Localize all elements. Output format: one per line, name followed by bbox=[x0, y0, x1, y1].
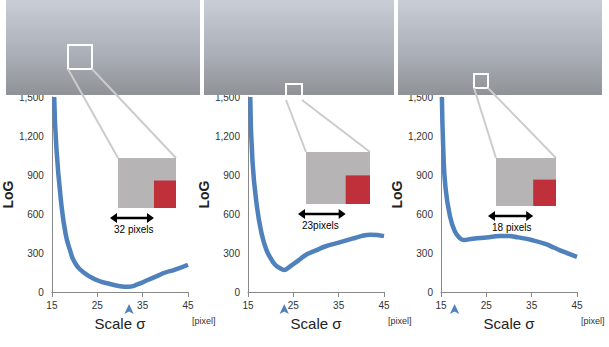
svg-text:600: 600 bbox=[27, 209, 44, 220]
svg-text:900: 900 bbox=[27, 170, 44, 181]
svg-text:0: 0 bbox=[38, 287, 44, 298]
svg-text:1,200: 1,200 bbox=[408, 131, 433, 142]
svg-text:45: 45 bbox=[571, 300, 583, 311]
svg-text:18 pixels: 18 pixels bbox=[492, 222, 531, 233]
svg-text:15: 15 bbox=[46, 300, 58, 311]
svg-text:23pixels: 23pixels bbox=[302, 220, 339, 231]
svg-text:[pixel]: [pixel] bbox=[581, 316, 605, 326]
svg-text:1,500: 1,500 bbox=[215, 91, 240, 103]
svg-text:LoG: LoG bbox=[196, 180, 212, 208]
svg-text:45: 45 bbox=[182, 300, 194, 311]
svg-text:LoG: LoG bbox=[0, 180, 16, 208]
svg-text:1,200: 1,200 bbox=[19, 131, 44, 142]
svg-text:600: 600 bbox=[416, 209, 433, 220]
svg-text:[pixel]: [pixel] bbox=[192, 316, 216, 326]
svg-text:25: 25 bbox=[481, 300, 493, 311]
svg-text:LoG: LoG bbox=[389, 180, 405, 208]
svg-text:15: 15 bbox=[242, 300, 254, 311]
svg-text:15: 15 bbox=[435, 300, 447, 311]
svg-text:0: 0 bbox=[234, 287, 240, 298]
svg-text:45: 45 bbox=[378, 300, 390, 311]
svg-text:[pixel]: [pixel] bbox=[388, 316, 412, 326]
svg-text:35: 35 bbox=[333, 300, 345, 311]
svg-text:1,500: 1,500 bbox=[18, 91, 44, 103]
svg-text:Scale σ: Scale σ bbox=[94, 315, 146, 332]
svg-text:1,500: 1,500 bbox=[408, 91, 433, 103]
svg-text:900: 900 bbox=[223, 170, 240, 181]
svg-text:32 pixels: 32 pixels bbox=[114, 224, 153, 235]
svg-text:25: 25 bbox=[288, 300, 300, 311]
svg-text:35: 35 bbox=[137, 300, 149, 311]
svg-text:900: 900 bbox=[416, 170, 433, 181]
svg-text:300: 300 bbox=[416, 248, 433, 259]
svg-text:35: 35 bbox=[526, 300, 538, 311]
svg-text:Scale σ: Scale σ bbox=[484, 315, 536, 332]
svg-text:300: 300 bbox=[223, 248, 240, 259]
svg-text:1,200: 1,200 bbox=[215, 131, 240, 142]
svg-text:0: 0 bbox=[427, 287, 433, 298]
svg-text:600: 600 bbox=[223, 209, 240, 220]
svg-text:300: 300 bbox=[27, 248, 44, 259]
svg-text:25: 25 bbox=[92, 300, 104, 311]
svg-text:Scale σ: Scale σ bbox=[291, 315, 343, 332]
